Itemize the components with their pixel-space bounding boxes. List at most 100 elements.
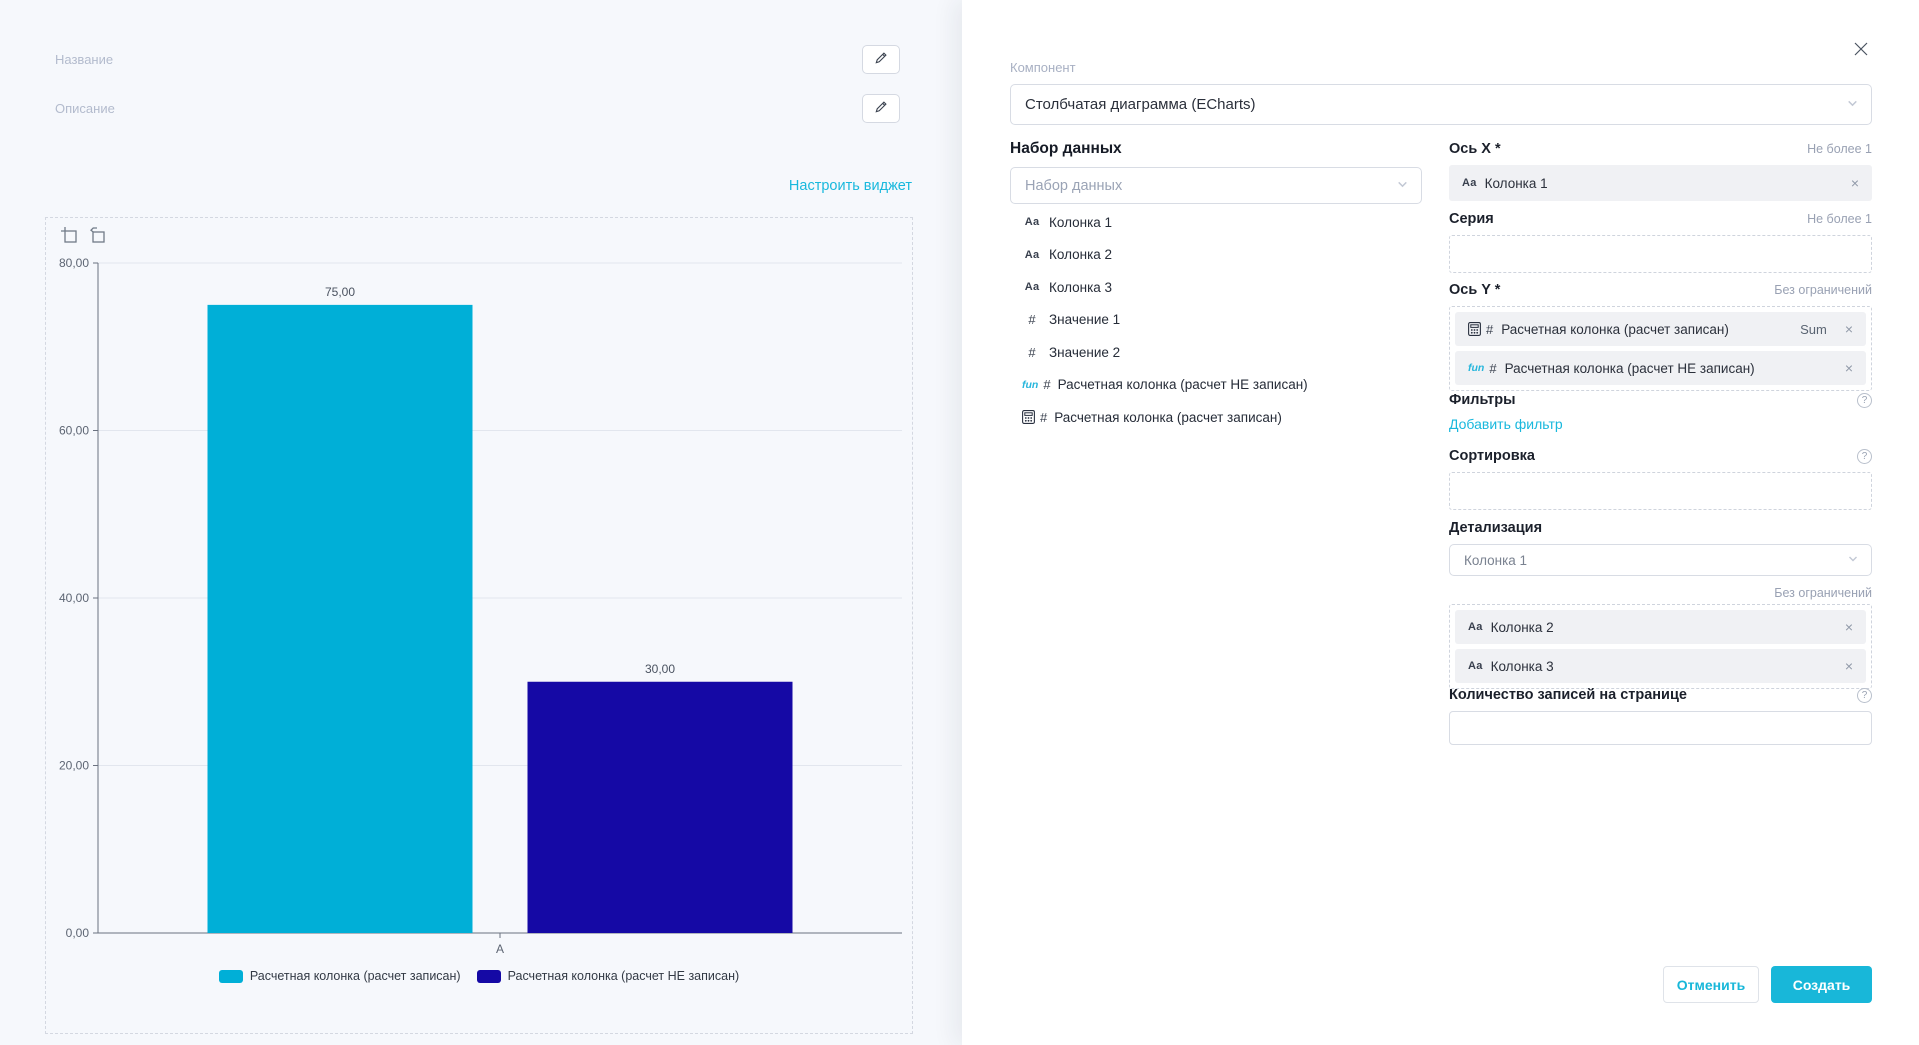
calculator-icon bbox=[1022, 410, 1035, 425]
calculator-icon bbox=[1468, 322, 1481, 336]
dataset-field-item[interactable]: # Значение 2 bbox=[1010, 336, 1422, 369]
selected-field-label: Колонка 1 bbox=[1484, 175, 1548, 191]
legend-label: Расчетная колонка (расчет записан) bbox=[249, 969, 461, 983]
create-button[interactable]: Создать bbox=[1771, 966, 1872, 1003]
tag-controls: × bbox=[1845, 620, 1853, 634]
series-label: Серия bbox=[1449, 211, 1494, 227]
y-tick-label: 0,00 bbox=[66, 926, 90, 940]
axis-x-label: Ось X * bbox=[1449, 141, 1501, 157]
selected-field-tag[interactable]: # Расчетная колонка (расчет записан) Sum × bbox=[1455, 312, 1866, 346]
tag-controls: × bbox=[1851, 176, 1859, 190]
field-type-icons: Аа bbox=[1022, 281, 1042, 293]
edit-description-button[interactable] bbox=[862, 94, 900, 123]
bar-chart-canvas: 0,00 20,00 40,00 60,00 80,00 A 75,00 30,00 bbox=[59, 256, 902, 956]
sorting-dropzone[interactable] bbox=[1449, 472, 1872, 510]
help-icon[interactable]: ? bbox=[1857, 392, 1872, 408]
remove-tag-icon[interactable]: × bbox=[1844, 619, 1853, 635]
widget-config-panel: Компонент Столбчатая диаграмма (ECharts)… bbox=[962, 0, 1919, 1045]
widget-preview: 0,00 20,00 40,00 60,00 80,00 A 75,00 30,00 Расч… bbox=[45, 217, 913, 1034]
restore-zoom-icon[interactable] bbox=[89, 226, 107, 244]
cancel-button[interactable]: Отменить bbox=[1663, 966, 1759, 1003]
x-tick-label: A bbox=[496, 942, 504, 956]
edit-name-button[interactable] bbox=[862, 45, 900, 74]
field-type-icons: Аа bbox=[1468, 621, 1483, 633]
number-field-icon: # bbox=[1028, 312, 1036, 328]
bar-value-label: 30,00 bbox=[645, 662, 675, 676]
dataset-field-item[interactable]: fun # Расчетная колонка (расчет НЕ записан… bbox=[1010, 369, 1422, 402]
selected-field-tag[interactable]: Аа Колонка 3 × bbox=[1455, 649, 1866, 683]
field-type-icons: fun # bbox=[1468, 361, 1497, 376]
dataset-field-list: Аа Колонка 1 Аа Колонка 2 Аа Колонка 3 # Значен… bbox=[1010, 206, 1422, 434]
detail-label: Детализация bbox=[1449, 520, 1543, 536]
remove-tag-icon[interactable]: × bbox=[1844, 321, 1853, 337]
remove-tag-icon[interactable]: × bbox=[1844, 360, 1853, 376]
dataset-select[interactable]: Набор данных bbox=[1010, 167, 1422, 204]
page-size-input[interactable] bbox=[1449, 711, 1872, 745]
page-size-label: Количество записей на странице bbox=[1449, 687, 1687, 703]
function-icon: fun bbox=[1468, 362, 1485, 374]
pencil-icon bbox=[874, 100, 888, 117]
component-select-value: Столбчатая диаграмма (ECharts) bbox=[1025, 96, 1256, 113]
axis-y-label: Ось Y * bbox=[1449, 282, 1501, 298]
detail-dropzone[interactable]: Аа Колонка 2 × Аа Колонка 3 × bbox=[1449, 604, 1872, 689]
field-type-icons: # bbox=[1468, 322, 1493, 337]
remove-tag-icon[interactable]: × bbox=[1844, 658, 1853, 674]
dataset-field-label: Значение 2 bbox=[1049, 344, 1121, 360]
dataset-field-item[interactable]: Аа Колонка 2 bbox=[1010, 239, 1422, 272]
selected-field-label: Расчетная колонка (расчет НЕ записан) bbox=[1504, 360, 1755, 376]
component-label: Компонент bbox=[1010, 60, 1076, 75]
number-field-icon: # bbox=[1486, 321, 1494, 337]
selected-field-tag[interactable]: Аа Колонка 1 × bbox=[1449, 165, 1872, 201]
add-filter-link[interactable]: Добавить фильтр bbox=[1449, 416, 1563, 432]
detail-select[interactable]: Колонка 1 bbox=[1449, 544, 1872, 576]
field-type-icons: fun # bbox=[1022, 377, 1051, 392]
number-field-icon: # bbox=[1043, 377, 1051, 393]
dataset-field-label: Значение 1 bbox=[1049, 312, 1121, 328]
selected-field-tag[interactable]: fun # Расчетная колонка (расчет НЕ записан… bbox=[1455, 351, 1866, 385]
tag-controls: × bbox=[1845, 659, 1853, 673]
sorting-label: Сортировка bbox=[1449, 448, 1535, 464]
series-dropzone[interactable] bbox=[1449, 235, 1872, 273]
selected-field-tag[interactable]: Аа Колонка 2 × bbox=[1455, 610, 1866, 644]
legend-item[interactable]: Расчетная колонка (расчет НЕ записан) bbox=[476, 969, 740, 983]
dataset-select-placeholder: Набор данных bbox=[1025, 177, 1123, 194]
y-tick-label: 80,00 bbox=[59, 256, 89, 270]
dataset-header: Набор данных bbox=[1010, 140, 1122, 157]
field-type-icons: # bbox=[1022, 345, 1042, 360]
selected-field-label: Колонка 2 bbox=[1490, 619, 1554, 635]
text-field-icon: Аа bbox=[1024, 216, 1040, 229]
chevron-down-icon bbox=[1846, 96, 1859, 113]
close-icon[interactable] bbox=[1852, 40, 1872, 60]
dataset-field-label: Колонка 3 bbox=[1049, 279, 1113, 295]
help-icon[interactable]: ? bbox=[1857, 448, 1872, 464]
legend-item[interactable]: Расчетная колонка (расчет записан) bbox=[218, 969, 461, 983]
chart-legend: Расчетная колонка (расчет записан) Расчет… bbox=[46, 969, 912, 983]
zoom-select-icon[interactable] bbox=[60, 226, 78, 244]
widget-name-label: Название bbox=[55, 52, 114, 67]
y-tick-label: 20,00 bbox=[59, 759, 89, 773]
dataset-field-label: Колонка 2 bbox=[1049, 247, 1113, 263]
detail-select-value: Колонка 1 bbox=[1464, 552, 1528, 568]
remove-tag-icon[interactable]: × bbox=[1850, 175, 1859, 191]
dataset-field-item[interactable]: Аа Колонка 3 bbox=[1010, 271, 1422, 304]
configure-widget-link[interactable]: Настроить виджет bbox=[788, 178, 912, 194]
dataset-field-label: Колонка 1 bbox=[1049, 214, 1113, 230]
legend-swatch bbox=[218, 969, 243, 983]
number-field-icon: # bbox=[1028, 344, 1036, 360]
selected-field-label: Расчетная колонка (расчет записан) bbox=[1501, 321, 1729, 337]
dataset-field-item[interactable]: # Расчетная колонка (расчет записан) bbox=[1010, 401, 1422, 434]
component-select[interactable]: Столбчатая диаграмма (ECharts) bbox=[1010, 84, 1872, 125]
help-icon[interactable]: ? bbox=[1857, 687, 1872, 703]
text-field-icon: Аа bbox=[1024, 248, 1040, 261]
dataset-field-item[interactable]: # Значение 1 bbox=[1010, 304, 1422, 337]
field-type-icons: Аа bbox=[1462, 177, 1477, 189]
dataset-field-item[interactable]: Аа Колонка 1 bbox=[1010, 206, 1422, 239]
legend-label: Расчетная колонка (расчет НЕ записан) bbox=[507, 969, 740, 983]
chevron-down-icon bbox=[1847, 553, 1859, 568]
axis-y-dropzone[interactable]: # Расчетная колонка (расчет записан) Sum × f… bbox=[1449, 306, 1872, 391]
chart-toolbox bbox=[60, 226, 107, 244]
bar-chart: 0,00 20,00 40,00 60,00 80,00 A 75,00 30,00 bbox=[46, 218, 914, 963]
series-hint: Не более 1 bbox=[1807, 212, 1872, 226]
y-tick-label: 60,00 bbox=[59, 424, 89, 438]
axis-x-hint: Не более 1 bbox=[1807, 142, 1872, 156]
